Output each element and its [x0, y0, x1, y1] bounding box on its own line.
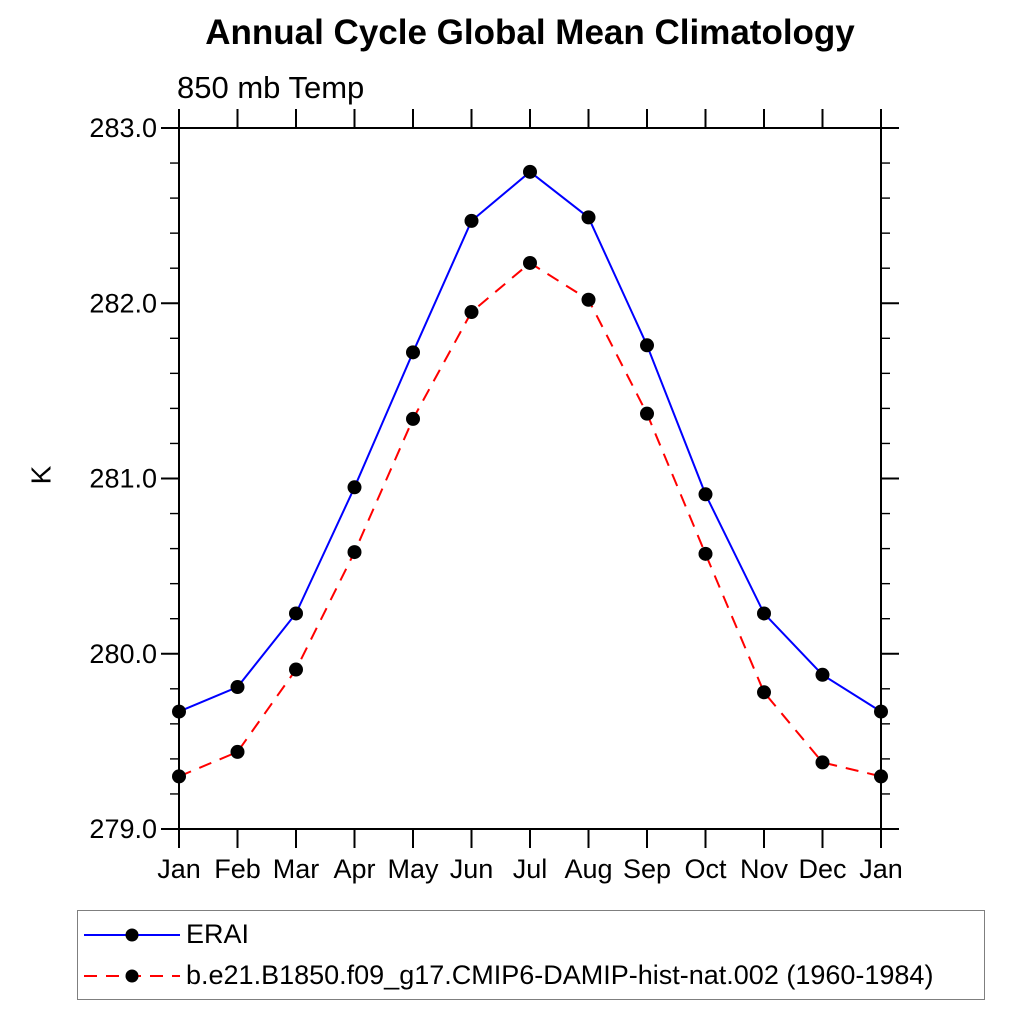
- x-tick-label: Dec: [798, 854, 846, 884]
- data-point-marker: [289, 662, 303, 677]
- plot-border: [178, 127, 882, 830]
- data-point-marker: [581, 292, 596, 307]
- legend-entry-erai: ERAI: [78, 914, 984, 955]
- legend-label-model: b.e21.B1850.f09_g17.CMIP6-DAMIP-hist-nat…: [186, 960, 934, 990]
- data-point-marker: [815, 755, 830, 770]
- data-point-marker: [230, 680, 245, 695]
- x-tick-label: Sep: [623, 854, 671, 884]
- legend-line-sample-dashed: [84, 969, 180, 982]
- legend-line-sample-solid: [84, 928, 180, 941]
- y-tick-label: 279.0: [89, 814, 157, 844]
- data-point-marker: [523, 255, 537, 270]
- data-point-marker: [172, 704, 186, 719]
- series-erai: [172, 164, 888, 719]
- x-tick-label: Nov: [740, 854, 789, 884]
- x-tick-label: Mar: [273, 854, 320, 884]
- legend-label-erai: ERAI: [186, 919, 250, 949]
- x-tick-label: Jan: [157, 854, 201, 884]
- legend-box: ERAI b.e21.B1850.f09_g17.CMIP6-DAMIP-his…: [77, 910, 985, 1000]
- x-tick-label: Feb: [214, 854, 261, 884]
- chart-title: Annual Cycle Global Mean Climatology: [205, 13, 855, 52]
- data-point-marker: [757, 685, 771, 700]
- y-tick-label: 282.0: [89, 288, 157, 318]
- series-line: [178, 170, 882, 713]
- y-tick-label: 283.0: [89, 113, 157, 143]
- x-tick-label: May: [387, 854, 439, 884]
- axes: Jan Feb Mar Apr May Jun Jul Aug Sep Oct Nov Dec Jan2…: [89, 109, 903, 884]
- data-point-marker: [464, 213, 479, 228]
- data-point-marker: [406, 345, 420, 360]
- x-tick-label: Apr: [333, 854, 375, 884]
- legend-entry-model: b.e21.B1850.f09_g17.CMIP6-DAMIP-hist-nat…: [78, 955, 984, 996]
- series-model: [172, 255, 888, 784]
- data-point-marker: [464, 305, 479, 320]
- chart-subtitle: 850 mb Temp: [177, 70, 365, 105]
- data-point-marker: [698, 487, 713, 502]
- x-tick-label: Jul: [513, 854, 548, 884]
- data-point-marker: [698, 546, 713, 561]
- data-point-marker: [640, 406, 654, 421]
- data-point-marker: [406, 411, 420, 426]
- data-point-marker: [640, 338, 654, 353]
- data-point-marker: [523, 164, 537, 179]
- data-point-marker: [172, 769, 186, 784]
- x-tick-label: Jan: [859, 854, 903, 884]
- data-point-marker: [581, 210, 596, 225]
- x-tick-label: Oct: [684, 854, 727, 884]
- series-line: [178, 261, 882, 778]
- data-point-marker: [347, 545, 362, 560]
- data-point-marker: [815, 667, 830, 682]
- data-point-marker: [289, 606, 303, 621]
- x-tick-label: Aug: [564, 854, 612, 884]
- y-tick-label: 281.0: [89, 464, 157, 494]
- y-tick-label: 280.0: [89, 639, 157, 669]
- x-tick-label: Jun: [450, 854, 494, 884]
- data-point-marker: [347, 480, 362, 495]
- data-point-marker: [757, 606, 771, 621]
- data-point-marker: [874, 769, 888, 784]
- data-point-marker: [230, 744, 245, 759]
- data-point-marker: [874, 704, 888, 719]
